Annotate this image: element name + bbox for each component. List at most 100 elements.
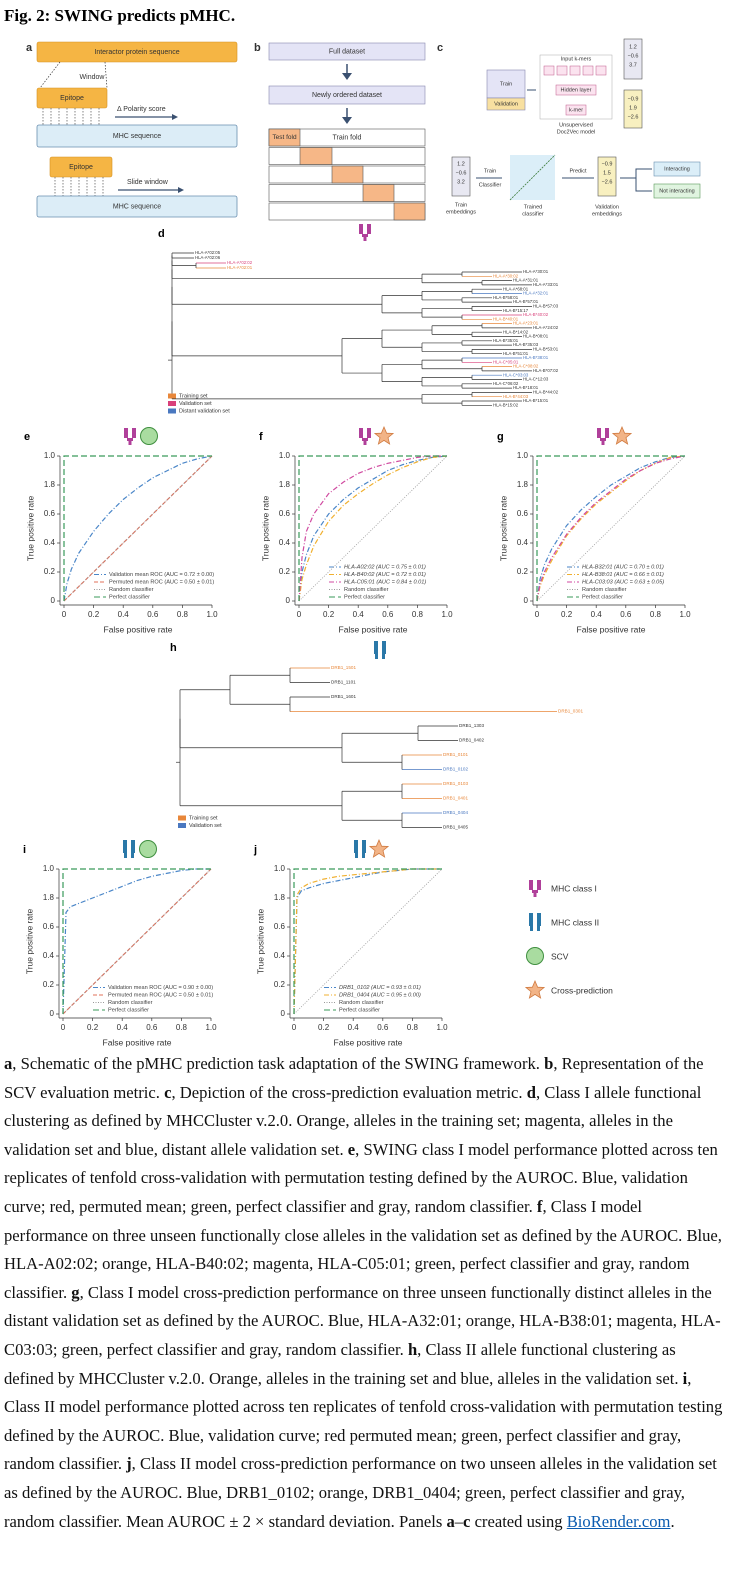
label: −0.6 — [456, 170, 467, 176]
kmer-box — [595, 65, 607, 76]
x-tick-label: 0.6 — [382, 610, 394, 619]
x-tick-label: 0.4 — [348, 1023, 360, 1032]
caption-text: a — [446, 1511, 455, 1531]
panel-letter: e — [24, 431, 30, 443]
leaf-label: HLA-B*08:01 — [523, 334, 549, 339]
x-tick-label: 1.0 — [436, 1023, 448, 1032]
legend-label: Validation mean ROC (AUC = 0.72 ± 0.00) — [109, 572, 214, 578]
x-tick-label: 0.4 — [117, 1023, 129, 1032]
roc-curve — [62, 868, 212, 1015]
label: Not interacting — [659, 188, 694, 194]
y-tick-label: 0.6 — [274, 922, 286, 931]
validation-box — [486, 97, 526, 111]
leaf-label: HLA-C*03:03 — [503, 372, 529, 377]
legend-label: Random classifier — [109, 587, 154, 593]
label: MHC sequence — [113, 203, 161, 210]
mhc-box — [36, 195, 238, 218]
y-tick-label: 0 — [51, 596, 56, 605]
label: Trained — [524, 204, 542, 210]
x-tick-label: 0.4 — [353, 610, 365, 619]
panel-letter: b — [254, 42, 261, 54]
y-tick-label: 0.6 — [517, 509, 529, 518]
y-tick-label: 0.2 — [517, 567, 529, 576]
roc-curve — [298, 455, 448, 602]
leaf-label: DRB1_0103 — [443, 781, 468, 786]
x-tick-label: 0.6 — [146, 1023, 158, 1032]
panel-letter: i — [23, 844, 26, 856]
x-tick-label: 0.2 — [87, 1023, 99, 1032]
y-tick-label: 1.0 — [274, 864, 286, 873]
leaf-label: DRB1_0402 — [459, 738, 484, 743]
legend-label: Perfect classifier — [344, 594, 385, 600]
y-axis-label: True positive rate — [498, 496, 508, 562]
caption-text: h — [407, 1339, 418, 1359]
y-tick-label: 0.2 — [43, 980, 55, 989]
legend-label: HLA-B40:02 (AUC = 0.72 ± 0.01) — [344, 572, 426, 578]
dataset-box — [268, 85, 426, 105]
legend-label: HLA-B38:01 (AUC = 0.66 ± 0.01) — [582, 572, 664, 578]
arrow-head — [342, 73, 352, 80]
roc-curve — [298, 455, 447, 601]
x-tick-label: 0.8 — [176, 1023, 188, 1032]
x-tick-label: 0.8 — [407, 1023, 419, 1032]
caption-text: , Depiction of the cross-prediction eval… — [171, 1082, 527, 1102]
label: 1.5 — [603, 170, 611, 176]
caption-text: c — [463, 1511, 471, 1531]
label: classifier — [522, 211, 544, 217]
x-axis-label: False positive rate — [339, 624, 408, 634]
mhc-box — [36, 124, 238, 148]
caption-text: i — [682, 1368, 688, 1388]
label: MHC sequence — [113, 133, 161, 140]
legend-label: Perfect classifier — [582, 594, 623, 600]
x-tick-label: 0 — [297, 610, 302, 619]
test-fold — [331, 165, 364, 184]
label: 1.2 — [629, 44, 637, 50]
panel-icon — [354, 840, 366, 858]
leaf-label: DRB1_0301 — [558, 709, 583, 714]
label: Interactor protein sequence — [94, 49, 179, 56]
label: Validation — [595, 204, 619, 210]
legend-label: SCV — [551, 951, 569, 961]
label: Predict — [569, 168, 587, 174]
leaf-label: HLA-B*35:01 — [493, 338, 519, 343]
leaf-label: HLA-A*30:02 — [493, 273, 519, 278]
label: Full dataset — [329, 48, 365, 55]
train-box — [486, 69, 526, 99]
y-tick-label: 0.4 — [279, 538, 291, 547]
legend-label: Training set — [179, 393, 208, 399]
panel-letter: j — [253, 844, 257, 856]
label: Slide window — [127, 179, 169, 186]
x-axis-label: False positive rate — [334, 1037, 403, 1047]
leaf-label: HLA-B*15:17 — [503, 308, 529, 313]
label: Unsupervised — [559, 122, 593, 128]
y-tick-label: 0 — [524, 596, 529, 605]
caption-text: , Representation of the SCV evaluation m… — [4, 1054, 704, 1102]
roc-curve — [536, 455, 686, 602]
leaf-label: HLA-A*02:01 — [227, 265, 253, 270]
pair-lines — [42, 108, 100, 125]
leaf-label: HLA-B*57:01 — [513, 299, 539, 304]
label: k-mer — [569, 107, 583, 113]
y-axis-label: True positive rate — [260, 496, 270, 562]
label: 3.2 — [457, 179, 465, 185]
x-tick-label: 0.4 — [118, 610, 130, 619]
legend-icon — [526, 947, 544, 965]
label: −0.9 — [628, 96, 639, 102]
leaf-label: HLA-B*18:01 — [513, 385, 539, 390]
mhc-class-ii-icon — [374, 641, 386, 659]
caption-link[interactable]: BioRender.com — [566, 1511, 671, 1531]
y-tick-label: 0.4 — [43, 951, 55, 960]
window-lines — [39, 61, 108, 89]
y-tick-label: 1.0 — [43, 864, 55, 873]
embedding-stack — [623, 38, 643, 80]
y-tick-label: 0 — [281, 1009, 286, 1018]
label: Epitope — [69, 164, 93, 171]
legend-icon — [525, 980, 545, 999]
roc-curve — [293, 868, 442, 1014]
kmer-box — [565, 104, 587, 116]
panel-icon — [123, 840, 135, 858]
leaf-label: HLA-A*31:01 — [513, 278, 539, 283]
roc-curve — [536, 455, 685, 601]
x-axis-label: False positive rate — [104, 624, 173, 634]
legend-swatch — [168, 393, 176, 399]
